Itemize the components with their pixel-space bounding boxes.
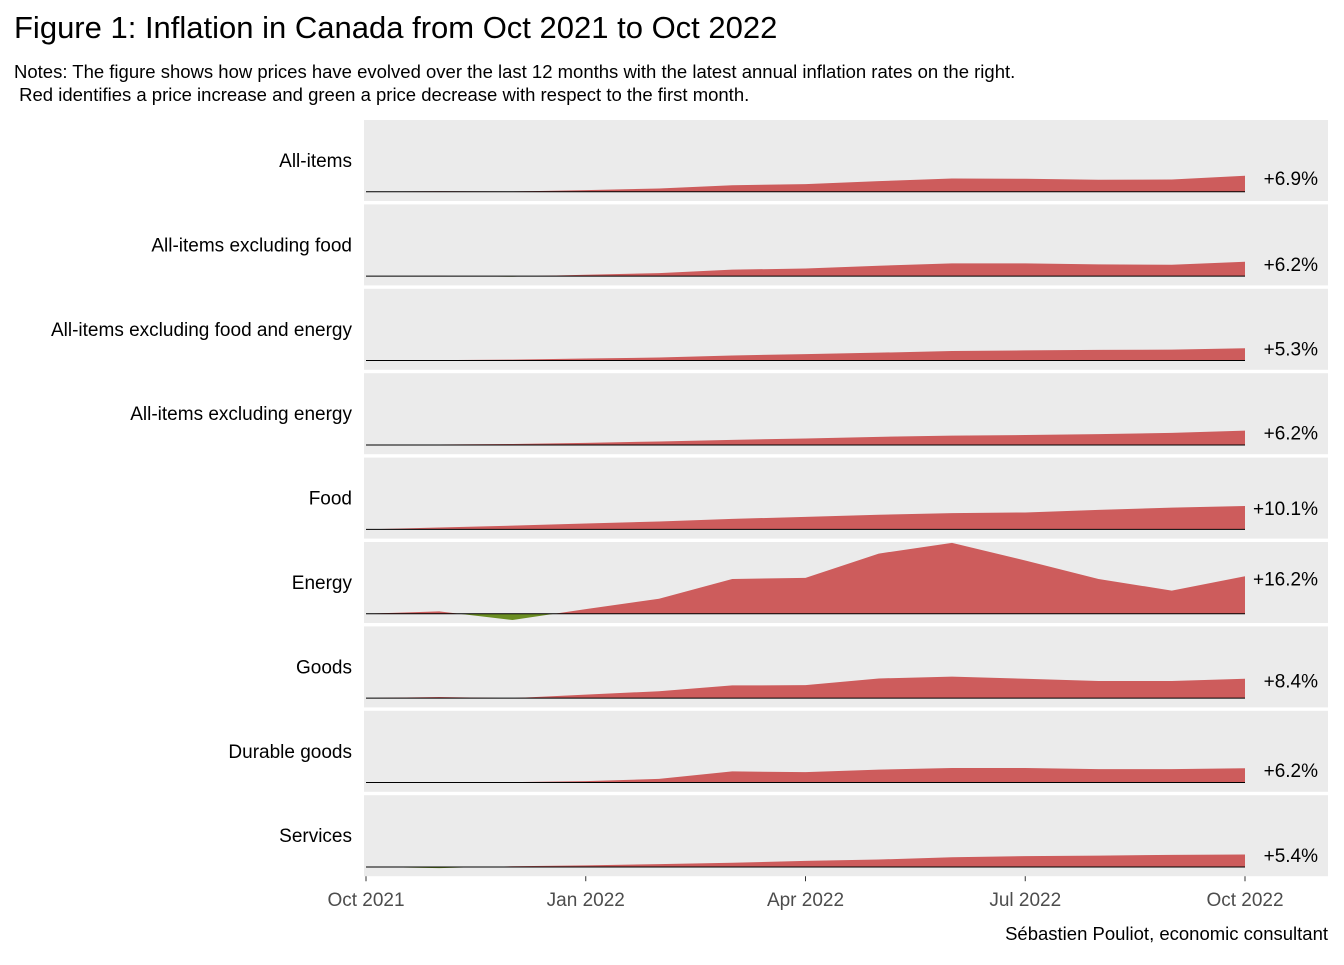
area-positive [366,261,1245,277]
value-label: +5.4% [1264,846,1319,867]
panel-label: All-items [279,151,352,172]
notes: Notes: The figure shows how prices have … [14,61,1015,82]
value-label: +6.2% [1264,424,1319,445]
value-label: +6.2% [1264,255,1319,276]
area-positive [366,348,1245,361]
notes: Red identifies a price increase and gree… [14,84,749,105]
caption: Sébastien Pouliot, economic consultant [1005,923,1328,944]
x-tick-label: Jul 2022 [989,890,1061,911]
panel-label: Energy [292,573,353,594]
value-label: +6.9% [1264,169,1319,190]
area-positive [366,175,1245,192]
x-tick-label: Oct 2022 [1206,890,1283,911]
panel-label: Goods [296,657,352,678]
x-tick-label: Apr 2022 [767,890,844,911]
x-tick-label: Jan 2022 [547,890,625,911]
panel-label: All-items excluding energy [130,404,352,425]
value-label: +6.2% [1264,761,1319,782]
panel-label: Services [279,826,352,847]
value-label: +8.4% [1264,672,1319,693]
area-positive [366,430,1245,445]
panel-label: All-items excluding food and energy [51,320,353,341]
value-label: +16.2% [1253,569,1318,590]
panel-label: Durable goods [228,742,352,763]
panel-label: Food [309,489,352,510]
area-positive [366,542,1245,614]
area-positive [366,767,1245,783]
panel-label: All-items excluding food [151,235,352,256]
value-label: +5.3% [1264,340,1319,361]
area-positive [366,676,1245,699]
area-positive [366,505,1245,530]
x-tick-label: Oct 2021 [327,890,404,911]
chart-title: Figure 1: Inflation in Canada from Oct 2… [14,10,777,45]
area-positive [485,854,1245,867]
value-label: +10.1% [1253,499,1318,520]
